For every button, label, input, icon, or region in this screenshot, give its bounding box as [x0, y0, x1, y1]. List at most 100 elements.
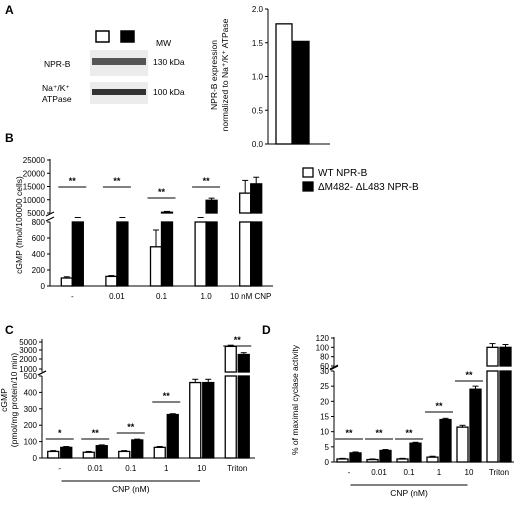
- lane-marker-mutant: [120, 30, 135, 43]
- y-tick-label: 20000: [23, 169, 46, 178]
- bar-m482-l483-npr-b-none: [349, 452, 362, 463]
- bar-wt-npr-b-none: [47, 450, 60, 459]
- panel-letter-b: B: [5, 131, 14, 145]
- y-tick-label: 30: [320, 367, 329, 376]
- bar-m482-l483-npr-b-0-01: [116, 221, 129, 287]
- x-tick-label-none: -: [348, 468, 351, 477]
- bar-m482-l483-npr-b-10: [469, 388, 482, 463]
- y-axis-label-line: (pmol/mg protein/10 min): [9, 353, 19, 448]
- bar-m482-l483-npr-b: [292, 40, 310, 145]
- chart-c: 01002003004005001000200030005000cGMP(pmo…: [0, 335, 255, 494]
- bar-m482-l483-npr-b-0-1: [409, 442, 422, 463]
- y-tick-label: 100: [24, 438, 38, 447]
- y-tick-label: 60: [320, 362, 329, 371]
- axis-break-mark: [329, 364, 339, 370]
- bar-wt-npr-b-0-1: [396, 458, 409, 463]
- bar-wt-npr-b-10: [456, 426, 469, 463]
- axis-break-mark: [37, 370, 47, 376]
- panel-letter-d: D: [262, 323, 271, 337]
- y-tick-label: 10: [320, 428, 329, 437]
- blot-band-atpase: [92, 89, 146, 95]
- bar-m482-l483-npr-b-none: [60, 446, 73, 459]
- bar-wt-npr-b-triton: [224, 375, 237, 459]
- y-axis-label: % of maximal cyclase activity: [290, 344, 300, 455]
- legend-label-mutant: ΔM482- ΔL483 NPR-B: [318, 182, 419, 193]
- bar-m482-l483-npr-b-10-nm-cnp: [250, 183, 263, 214]
- blot-mw-label: MW: [156, 38, 171, 48]
- y-tick-label: 20: [320, 397, 329, 406]
- bar-m482-l483-npr-b-1: [166, 413, 179, 459]
- bar-m482-l483-npr-b-1: [439, 418, 452, 463]
- y-tick-label: 1.5: [252, 39, 264, 48]
- x-tick-label-1: 1: [164, 464, 169, 473]
- bar-m482-l483-npr-b-triton: [237, 375, 250, 459]
- bar-wt-npr-b-10: [189, 381, 202, 459]
- significance-marker: **: [92, 428, 100, 438]
- legend-swatch-wt: [302, 167, 314, 178]
- y-tick-label: 120: [316, 334, 330, 343]
- blot-row-name-atpase: Na⁺/K⁺ ATPase: [42, 83, 72, 104]
- y-tick-label: 5000: [27, 209, 45, 218]
- y-axis-label-line: cGMP (fmol/100000 cells): [14, 176, 24, 274]
- y-tick-label: 300: [24, 405, 38, 414]
- x-tick-label-none: -: [58, 464, 61, 473]
- bar-wt-npr-b: [275, 23, 293, 145]
- y-axis-label-line: cGMP: [0, 388, 9, 412]
- bar-wt-npr-b-triton: [224, 345, 237, 373]
- x-tick-label-1: 1: [437, 468, 442, 477]
- y-tick-label: 3000: [19, 346, 37, 355]
- x-axis-label: CNP (nM): [112, 484, 150, 494]
- panel-letter-a: A: [5, 3, 14, 17]
- y-tick-label: 2000: [19, 355, 37, 364]
- bar-m482-l483-npr-b-none: [71, 221, 84, 287]
- y-tick-label: 15000: [23, 183, 46, 192]
- x-tick-label-0-1: 0.1: [125, 464, 137, 473]
- bar-wt-npr-b-1: [426, 456, 439, 463]
- bar-wt-npr-b-0-1: [149, 246, 163, 287]
- y-tick-label: 1.0: [252, 73, 264, 82]
- bar-m482-l483-npr-b-0-01: [95, 445, 108, 459]
- y-tick-label: 400: [24, 388, 38, 397]
- x-tick-label-0-1: 0.1: [156, 292, 168, 301]
- y-tick-label: 600: [32, 234, 46, 243]
- y-tick-label: 800: [32, 218, 46, 227]
- significance-marker: **: [69, 176, 77, 186]
- significance-marker: **: [113, 176, 121, 186]
- y-tick-label: 100: [316, 343, 330, 352]
- y-axis-label: cGMP (fmol/100000 cells): [14, 176, 24, 274]
- y-axis-label-line: normalized to Na⁺/K⁺ ATPase: [220, 18, 230, 131]
- y-tick-label: 5: [325, 443, 330, 452]
- y-tick-label: 2.0: [252, 5, 264, 14]
- bar-wt-npr-b-0-01: [366, 458, 379, 463]
- blot-band-nprb: [92, 58, 146, 65]
- bar-wt-npr-b-0-01: [82, 451, 95, 459]
- y-tick-label: 25000: [23, 156, 46, 165]
- x-tick-label-10: 10: [465, 468, 474, 477]
- y-tick-label: 0: [41, 282, 46, 291]
- y-tick-label: 0: [33, 454, 38, 463]
- western-blot: MW NPR-B 130 kDa Na⁺/K⁺ ATPase 100 kDa: [42, 30, 185, 104]
- x-tick-label-1-0: 1.0: [201, 292, 213, 301]
- y-axis-label-line: % of maximal cyclase activity: [290, 344, 300, 455]
- y-tick-label: 0: [325, 458, 330, 467]
- axis-break-mark: [329, 365, 339, 371]
- y-tick-label: 0.5: [252, 106, 264, 115]
- y-tick-label: 1000: [19, 365, 37, 374]
- x-tick-label-triton: Triton: [489, 468, 509, 477]
- panel-letter-c: C: [5, 323, 14, 337]
- bar-m482-l483-npr-b-0-1: [160, 221, 174, 287]
- x-axis-label: CNP (nM): [390, 488, 428, 498]
- bar-wt-npr-b-10-nm-cnp: [239, 221, 252, 287]
- bar-m482-l483-npr-b-triton: [499, 346, 512, 367]
- legend-swatch-mutant: [302, 181, 314, 192]
- x-tick-label-10: 10: [197, 464, 206, 473]
- significance-marker: **: [203, 176, 211, 186]
- y-tick-label: 10000: [23, 196, 46, 205]
- chart-a: 0.0 0.5 1.0 1.5 2.0 NPR-B expressionnormalize…: [209, 5, 330, 149]
- bar-wt-npr-b-1-0: [194, 221, 207, 287]
- y-axis-label: NPR-B expressionnormalized to Na⁺/K⁺ ATP…: [209, 18, 230, 131]
- bar-m482-l483-npr-b-1-0: [205, 199, 218, 214]
- significance-marker: **: [435, 401, 443, 411]
- axis-break-mark: [45, 211, 55, 217]
